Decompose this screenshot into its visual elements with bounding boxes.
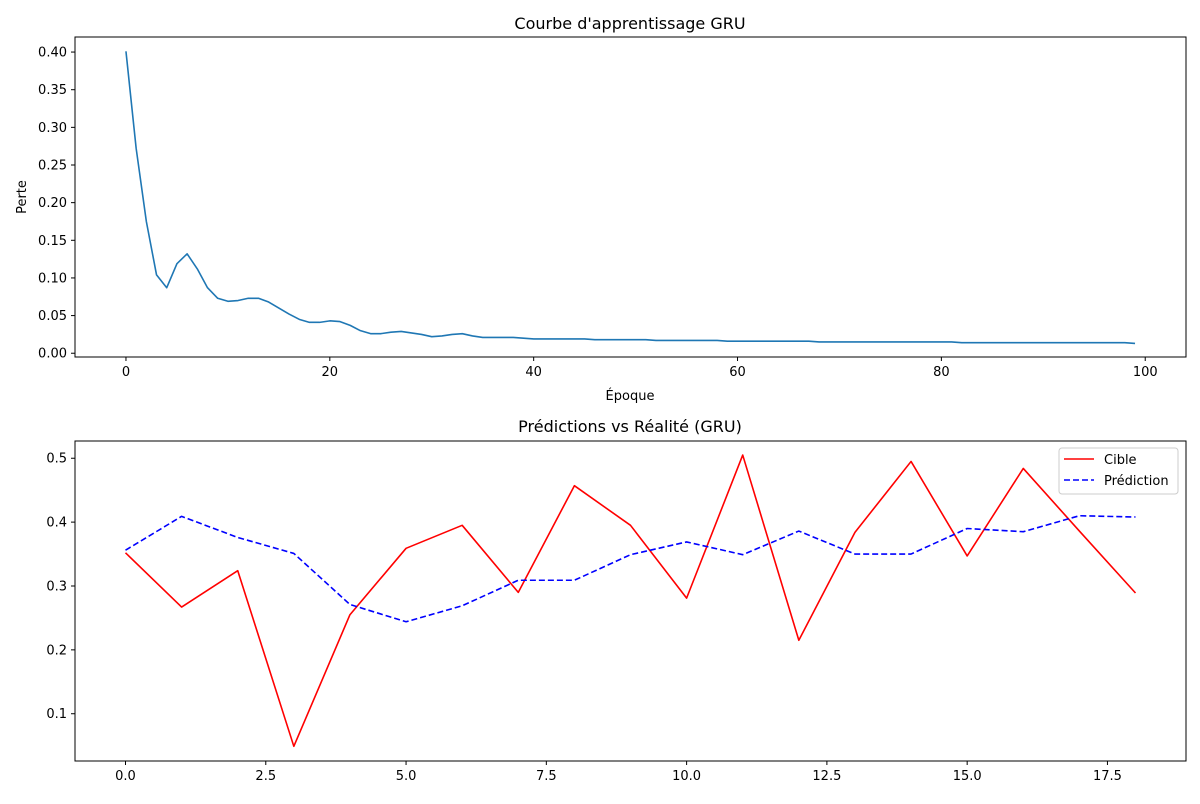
prediction-chart-ticks: 0.0 2.5 5.0 7.5 10.0 12.5 15.0 17.5 0.1 0.2 0.3 0.4… <box>46 452 1122 784</box>
prediction-chart-xtick-label: 10.0 <box>672 769 701 784</box>
prediction-chart-legend: Cible Prédiction <box>1058 447 1179 495</box>
loss-chart-ytick-label: 0.35 <box>38 83 67 98</box>
loss-chart-lines <box>125 51 1136 345</box>
legend-label-prediction: Prédiction <box>1104 474 1169 489</box>
prediction-chart-ytick-label: 0.5 <box>46 452 67 467</box>
prediction-chart-line-pr-diction <box>125 514 1136 623</box>
legend-label-cible: Cible <box>1104 453 1137 468</box>
prediction-chart-axes-frame <box>74 440 1187 762</box>
loss-chart-xtick-label: 80 <box>933 365 950 380</box>
loss-chart-ytick-label: 0.20 <box>38 196 67 211</box>
loss-chart-axes-frame <box>74 36 1187 358</box>
loss-chart-xtick-label: 20 <box>322 365 339 380</box>
prediction-chart-xtick-label: 7.5 <box>536 769 557 784</box>
loss-chart-xtick-label: 100 <box>1133 365 1158 380</box>
loss-chart-xtick-label: 0 <box>122 365 130 380</box>
loss-chart-ytick-label: 0.25 <box>38 159 67 174</box>
loss-chart-ylabel: Perte <box>15 180 30 214</box>
prediction-chart-ytick-label: 0.2 <box>46 643 67 658</box>
prediction-chart-title: Prédictions vs Réalité (GRU) <box>518 417 742 436</box>
loss-chart-xlabel: Époque <box>606 388 655 404</box>
prediction-chart-ytick-label: 0.1 <box>46 707 67 722</box>
loss-chart-ytick-label: 0.10 <box>38 271 67 286</box>
loss-chart-title: Courbe d'apprentissage GRU <box>514 14 745 33</box>
prediction-chart-xtick-label: 17.5 <box>1093 769 1122 784</box>
loss-chart-xtick-label: 40 <box>525 365 542 380</box>
prediction-chart-xtick-label: 12.5 <box>812 769 841 784</box>
prediction-chart-xtick-label: 2.5 <box>255 769 276 784</box>
prediction-chart-xtick-label: 0.0 <box>115 769 136 784</box>
loss-chart-ytick-label: 0.15 <box>38 234 67 249</box>
loss-chart-ytick-label: 0.30 <box>38 121 67 136</box>
loss-chart-line-series-0 <box>125 51 1136 345</box>
prediction-chart-xtick-label: 5.0 <box>396 769 417 784</box>
loss-chart-ytick-label: 0.05 <box>38 309 67 324</box>
loss-chart: Courbe d'apprentissage GRU 0 20 40 60 80 1000… <box>15 14 1187 404</box>
loss-chart-ticks: 0 20 40 60 80 100 0.00 0.05 0.10 0.15 0.20 0.25 0.30… <box>38 46 1158 380</box>
prediction-chart-xtick-label: 15.0 <box>953 769 982 784</box>
loss-chart-ytick-label: 0.40 <box>38 46 67 61</box>
prediction-chart-lines <box>124 454 1137 748</box>
prediction-chart-ytick-label: 0.3 <box>46 579 67 594</box>
prediction-chart-line-cible <box>124 454 1137 748</box>
prediction-chart-ytick-label: 0.4 <box>46 516 67 531</box>
prediction-chart: Prédictions vs Réalité (GRU) 0.0 2.5 5.0 7.… <box>46 417 1187 784</box>
loss-chart-xtick-label: 60 <box>729 365 746 380</box>
loss-chart-ytick-label: 0.00 <box>38 347 67 362</box>
